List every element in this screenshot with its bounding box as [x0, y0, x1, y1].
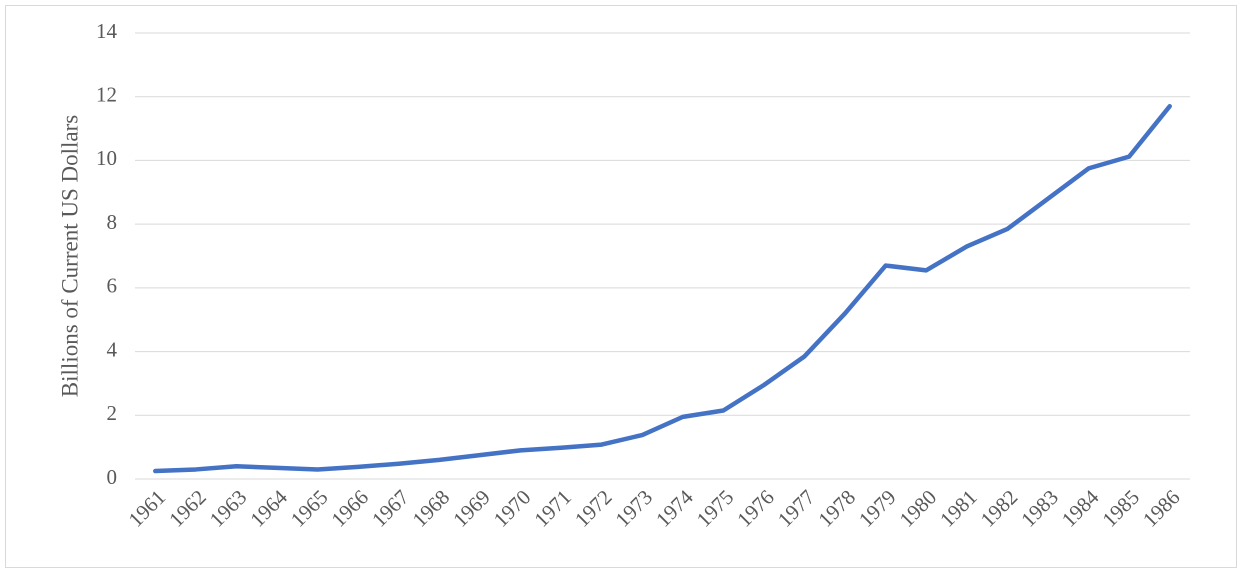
y-axis-label: Billions of Current US Dollars [57, 115, 82, 397]
y-tick-label: 4 [107, 337, 118, 361]
y-tick-label: 0 [107, 465, 118, 489]
y-tick-label: 10 [96, 146, 117, 170]
y-tick-label: 6 [107, 274, 118, 298]
y-tick-label: 2 [107, 401, 118, 425]
y-tick-label: 14 [96, 19, 118, 43]
chart-border [5, 5, 1237, 568]
y-tick-label: 12 [96, 83, 117, 107]
data-line [153, 104, 1172, 474]
y-tick-label: 8 [107, 210, 118, 234]
